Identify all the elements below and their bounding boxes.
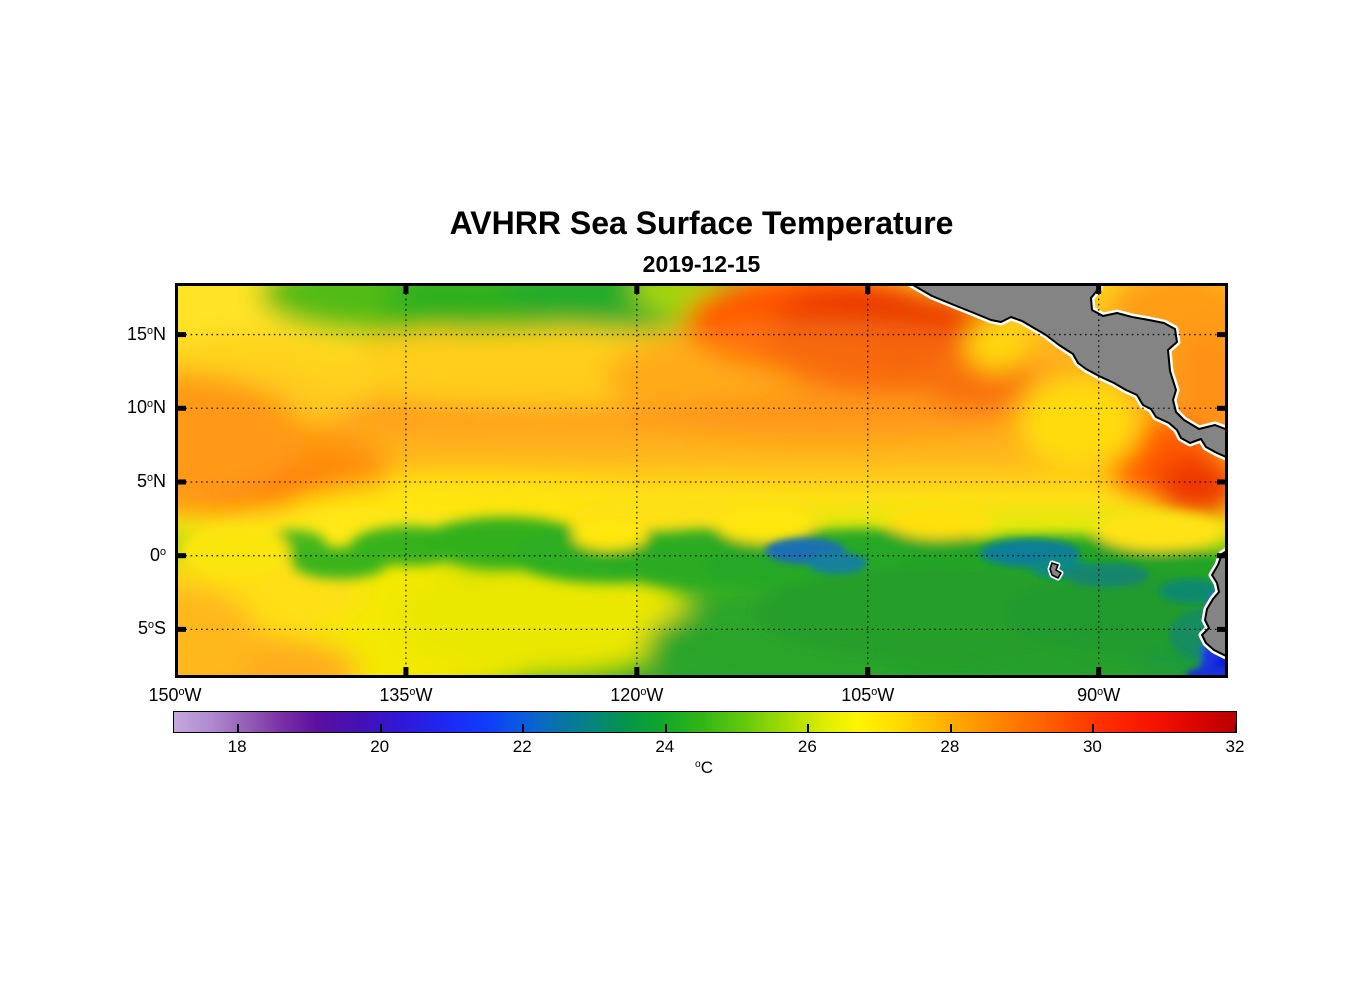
colorbar-tick-mark bbox=[1092, 724, 1095, 732]
colorbar-tick-mark bbox=[522, 724, 525, 732]
colorbar-tick-mark bbox=[237, 724, 240, 732]
y-tick-label: 5oN bbox=[136, 470, 166, 491]
x-tick-label: 105oW bbox=[841, 685, 895, 705]
colorbar bbox=[173, 711, 1237, 733]
land-galapagos-islands bbox=[1049, 562, 1062, 579]
y-tick-label: 10oN bbox=[126, 397, 166, 418]
x-tick-label: 90oW bbox=[1077, 685, 1121, 705]
colorbar-tick-mark bbox=[379, 724, 382, 732]
x-tick-label: 150oW bbox=[148, 685, 202, 705]
colorbar-tick-mark bbox=[807, 724, 810, 732]
colorbar-tick-label: 30 bbox=[1082, 737, 1102, 756]
colorbar-tick-label: 22 bbox=[512, 737, 532, 756]
colorbar-tick-mark bbox=[1235, 724, 1237, 732]
y-tick-label: 5oS bbox=[137, 618, 166, 639]
colorbar-tick-label: 20 bbox=[370, 737, 390, 756]
x-tick-label: 135oW bbox=[379, 685, 433, 705]
sst-field-svg bbox=[175, 283, 1228, 678]
x-tick-label: 120oW bbox=[610, 685, 664, 705]
colorbar-tick-mark bbox=[664, 724, 667, 732]
land-masses bbox=[903, 283, 1228, 661]
axis-tick-marks bbox=[175, 283, 1228, 678]
colorbar-tick-mark bbox=[949, 724, 952, 732]
y-tick-label: 15oN bbox=[126, 323, 166, 344]
y-tick-label: 0o bbox=[149, 544, 166, 565]
land-central-america bbox=[907, 283, 1228, 459]
chart-title: AVHRR Sea Surface Temperature bbox=[449, 205, 954, 241]
colorbar-tick-label: 32 bbox=[1225, 737, 1245, 756]
colorbar-unit-label: oC bbox=[695, 758, 713, 777]
colorbar-tick-label: 24 bbox=[655, 737, 675, 756]
colorbar-tick-label: 18 bbox=[227, 737, 247, 756]
colorbar-tick-label: 26 bbox=[797, 737, 817, 756]
chart-subtitle: 2019-12-15 bbox=[642, 251, 761, 277]
colorbar-tick-label: 28 bbox=[940, 737, 960, 756]
map-plot-area bbox=[175, 283, 1228, 678]
grid-lines bbox=[175, 283, 1228, 678]
